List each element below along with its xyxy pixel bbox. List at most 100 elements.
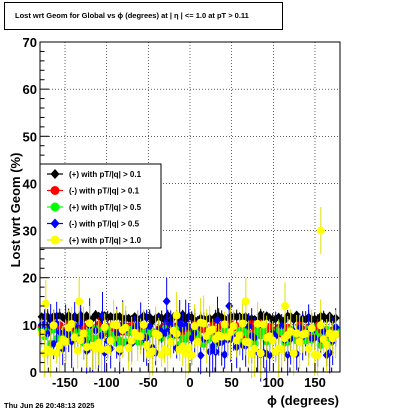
series-5-point [322,340,331,349]
x-tick-label: -150 [52,375,78,390]
legend-label: (+) with pT/|q| > 0.5 [69,203,142,212]
series-5-point [256,349,265,358]
legend-label: (-) with pT/|q| > 0.1 [69,187,140,196]
series-4-point [283,350,292,360]
series-5-point [100,323,109,332]
series-4-point [163,326,172,336]
series-5-point [292,329,301,338]
series-5-point [76,336,85,345]
series-5-point [301,329,310,338]
series-4-point [166,319,175,329]
series-5-point [277,345,286,354]
y-axis-label: Lost wrt Geom (%) [8,153,23,268]
series-5-point [142,341,151,350]
data-layer [37,207,340,382]
series-5-point [75,297,84,306]
series-4-point [196,350,205,360]
y-tick-label: 70 [23,35,37,50]
series-5-point [229,322,238,331]
title-box: Lost wrt Geom for Global vs ϕ (degrees) … [4,2,283,30]
series-5-point [115,345,124,354]
series-4-point [277,321,286,331]
series-5-point [250,344,259,353]
series-4-point [265,350,274,360]
legend: (+) with pT/|q| > 0.1 (-) with pT/|q| > 0… [39,163,162,249]
series-5-point [163,347,172,356]
series-5-point [220,320,229,329]
series-5-point [316,226,325,235]
series-5-point [307,324,316,333]
series-5-point [331,330,340,339]
series-5-point [127,336,136,345]
series-5-point [193,337,202,346]
series-5-point [313,351,322,360]
series-4-point [43,329,52,339]
series-5-point [124,343,133,352]
series-5-point [199,319,208,328]
series-5-point [190,321,199,330]
y-tick-label: 10 [23,318,37,333]
y-tick-label: 0 [30,365,37,380]
series-5-point [253,319,262,328]
timestamp: Thu Jun 26 20:48:13 2025 [4,401,95,410]
series-5-point [154,331,163,340]
y-tick-label: 50 [23,129,37,144]
series-5-point [295,338,304,347]
series-5-point [49,321,58,330]
series-5-point [226,328,235,337]
series-5-point [106,336,115,345]
series-5-point [281,302,289,310]
series-5-point [289,349,298,358]
series-5-point [139,320,148,329]
legend-marker [50,202,60,212]
y-tick-label: 20 [23,271,37,286]
x-tick-label: 100 [262,375,284,390]
series-5-point [121,323,130,332]
y-tick-label: 30 [23,224,37,239]
series-5-point [148,347,157,356]
legend-label: (+) with pT/|q| > 0.1 [69,170,142,179]
y-tick-label: 40 [23,176,37,191]
x-tick-label: 0 [186,375,193,390]
series-5-point [316,321,325,330]
series-5-point [172,311,181,320]
series-5-point [166,337,175,346]
series-4-point [145,321,154,331]
series-5-point [82,343,91,352]
series-5-point [241,297,250,306]
series-5-point [304,344,313,353]
series-4-point [213,315,222,325]
legend-marker [50,218,60,229]
series-5-point [244,338,253,347]
series-5-point [97,345,106,354]
series-5-point [217,332,226,341]
series-5-point [103,345,112,354]
series-5-point [85,319,94,328]
series-5-point [268,336,277,345]
legend-box [39,163,162,249]
series-5-point [178,342,187,351]
series-5-point [79,329,88,338]
series-5-point [136,332,145,341]
x-tick-label: 150 [304,375,326,390]
series-4-point [220,350,229,360]
series-4-point [40,319,49,329]
series-5-point [208,325,217,334]
chart-title: Lost wrt Geom for Global vs ϕ (degrees) … [15,11,249,20]
series-5-point [52,349,61,358]
series-4-point [162,296,171,306]
series-5-point [112,321,121,330]
series-5-point [67,320,76,329]
series-5-point [184,343,193,352]
series-5-point [235,331,244,340]
x-tick-label: 50 [224,375,238,390]
series-5-point [94,338,103,347]
legend-marker [50,186,60,195]
x-tick-label: -100 [94,375,120,390]
axis-layer: -150 -100 -50 0 50 100 150 0 10 20 30 40 50 60 70 [23,35,341,390]
series-5-point [259,320,268,329]
legend-label: (-) with pT/|q| > 0.5 [69,220,140,229]
legend-marker [50,169,60,179]
series-5-point [286,327,295,336]
y-tick-label: 60 [23,82,37,97]
